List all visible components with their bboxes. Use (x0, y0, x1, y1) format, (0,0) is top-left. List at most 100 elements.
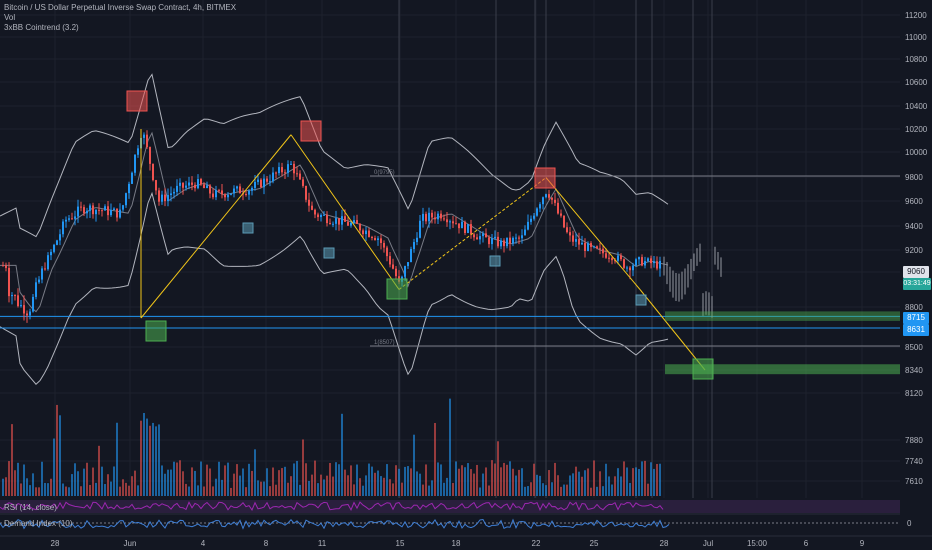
volume-bar (404, 466, 406, 496)
candle-body (56, 240, 58, 245)
candle-body (590, 243, 592, 247)
volume-bar (581, 476, 583, 496)
pivot-marker (692, 358, 714, 380)
volume-bar (446, 477, 448, 496)
candle-body (71, 218, 73, 220)
candle-body (314, 209, 316, 215)
candle-body (236, 186, 238, 189)
volume-bar (356, 464, 358, 496)
pattern-segment (140, 134, 292, 319)
candle-body (611, 258, 613, 261)
volume-bar (119, 486, 121, 496)
candle-body (113, 208, 115, 210)
y-tick-label: 7740 (905, 457, 923, 466)
candle-body (224, 194, 226, 198)
volume-bar (329, 462, 331, 496)
candle-body (554, 199, 556, 203)
volume-bar (485, 467, 487, 496)
volume-bar (215, 478, 217, 496)
candle-body (536, 208, 538, 216)
volume-bar (614, 476, 616, 496)
volume-bar (494, 463, 496, 496)
volume-bar (560, 486, 562, 496)
volume-bar (146, 418, 148, 496)
volume-bar (164, 473, 166, 496)
volume-bar (35, 487, 37, 496)
volume-bar (557, 475, 559, 496)
candle-body (551, 197, 553, 200)
volume-bar (116, 422, 118, 496)
x-tick-label: Jun (124, 539, 137, 548)
y-tick-label: 9400 (905, 222, 923, 231)
candle-body (239, 186, 241, 194)
candle-body (32, 296, 34, 312)
candle-body (41, 268, 43, 280)
x-tick-label: 18 (452, 539, 461, 548)
volume-bar (68, 487, 70, 496)
candle-body (344, 216, 346, 222)
candle-body (395, 268, 397, 277)
candle-body (494, 236, 496, 239)
candle-body (458, 223, 460, 229)
volume-bar (200, 461, 202, 496)
volume-bar (212, 486, 214, 496)
candle-body (95, 209, 97, 215)
volume-bar (473, 473, 475, 496)
candle-body (560, 213, 562, 216)
y-tick-label: 10000 (905, 148, 928, 157)
candle-body (47, 255, 49, 270)
candle-body (446, 219, 448, 223)
candle-body (587, 243, 589, 252)
volume-bar (203, 486, 205, 496)
volume-bar (596, 486, 598, 496)
volume-bar (287, 482, 289, 496)
volume-bar (605, 463, 607, 496)
candle-body (167, 195, 169, 202)
candle-body (200, 179, 202, 185)
volume-bar (131, 476, 133, 496)
demand-pane (0, 518, 900, 530)
volume-bar (392, 483, 394, 496)
y-tick-label: 8340 (905, 366, 923, 375)
candle-body (497, 236, 499, 247)
candle-body (260, 179, 262, 188)
volume-bar (236, 464, 238, 496)
volume-bar (539, 475, 541, 496)
candle-body (176, 185, 178, 192)
volume-bar (533, 463, 535, 496)
candle-body (482, 233, 484, 237)
candle-body (389, 256, 391, 265)
candle-body (293, 163, 295, 174)
volume-bar (443, 482, 445, 496)
candle-body (164, 194, 166, 202)
volume-bar (302, 439, 304, 496)
candle-body (161, 194, 163, 202)
time-axis[interactable]: 28 Jun 4 8 11 15 18 22 25 28 Jul 15:00 6 9 (0, 535, 932, 548)
volume-bar (365, 475, 367, 496)
volume-bar (143, 412, 145, 496)
candle-body (92, 205, 94, 215)
volume-bar (170, 469, 172, 496)
demand-label: Demand Index (10) (4, 519, 73, 528)
volume-bar (419, 473, 421, 496)
candle-body (305, 185, 307, 200)
volume-bar (311, 474, 313, 496)
pivot-marker (145, 320, 167, 342)
candle-body (23, 305, 25, 314)
volume-bar (575, 466, 577, 496)
candle-body (584, 242, 586, 252)
volume-bar (290, 476, 292, 496)
volume-bar (341, 413, 343, 496)
candle-body (563, 215, 565, 228)
candle-body (647, 258, 649, 262)
y-tick-label: 11000 (905, 33, 927, 42)
volume-bar (431, 480, 433, 496)
candle-body (530, 218, 532, 222)
volume-bar (62, 483, 64, 496)
volume-bar (263, 481, 265, 496)
candle-body (230, 193, 232, 195)
volume-bar (227, 462, 229, 496)
candle-body (656, 261, 658, 269)
volume-bar (50, 478, 52, 496)
